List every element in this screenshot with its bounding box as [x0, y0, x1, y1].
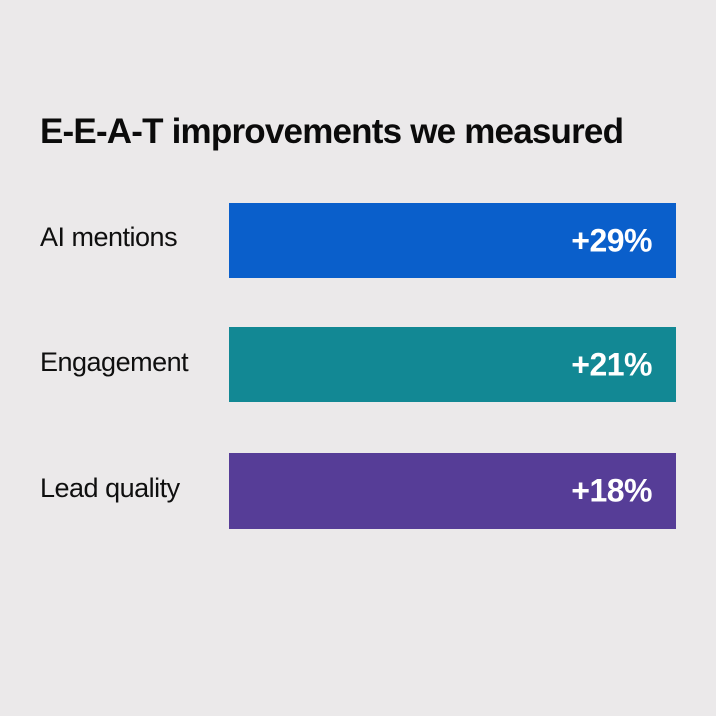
bar-value-ai-mentions: +29%: [571, 222, 652, 258]
bar-value-engagement: +21%: [571, 346, 652, 382]
row-label-lead-quality: Lead quality: [40, 473, 180, 503]
row-label-ai-mentions: AI mentions: [40, 222, 178, 252]
bar-engagement: +21%: [229, 327, 676, 402]
bar-ai-mentions: +29%: [229, 203, 676, 278]
chart-title: E-E-A-T improvements we measured: [40, 112, 624, 151]
bar-value-lead-quality: +18%: [571, 472, 652, 509]
row-label-engagement: Engagement: [40, 347, 189, 377]
bar-lead-quality: +18%: [229, 453, 676, 529]
